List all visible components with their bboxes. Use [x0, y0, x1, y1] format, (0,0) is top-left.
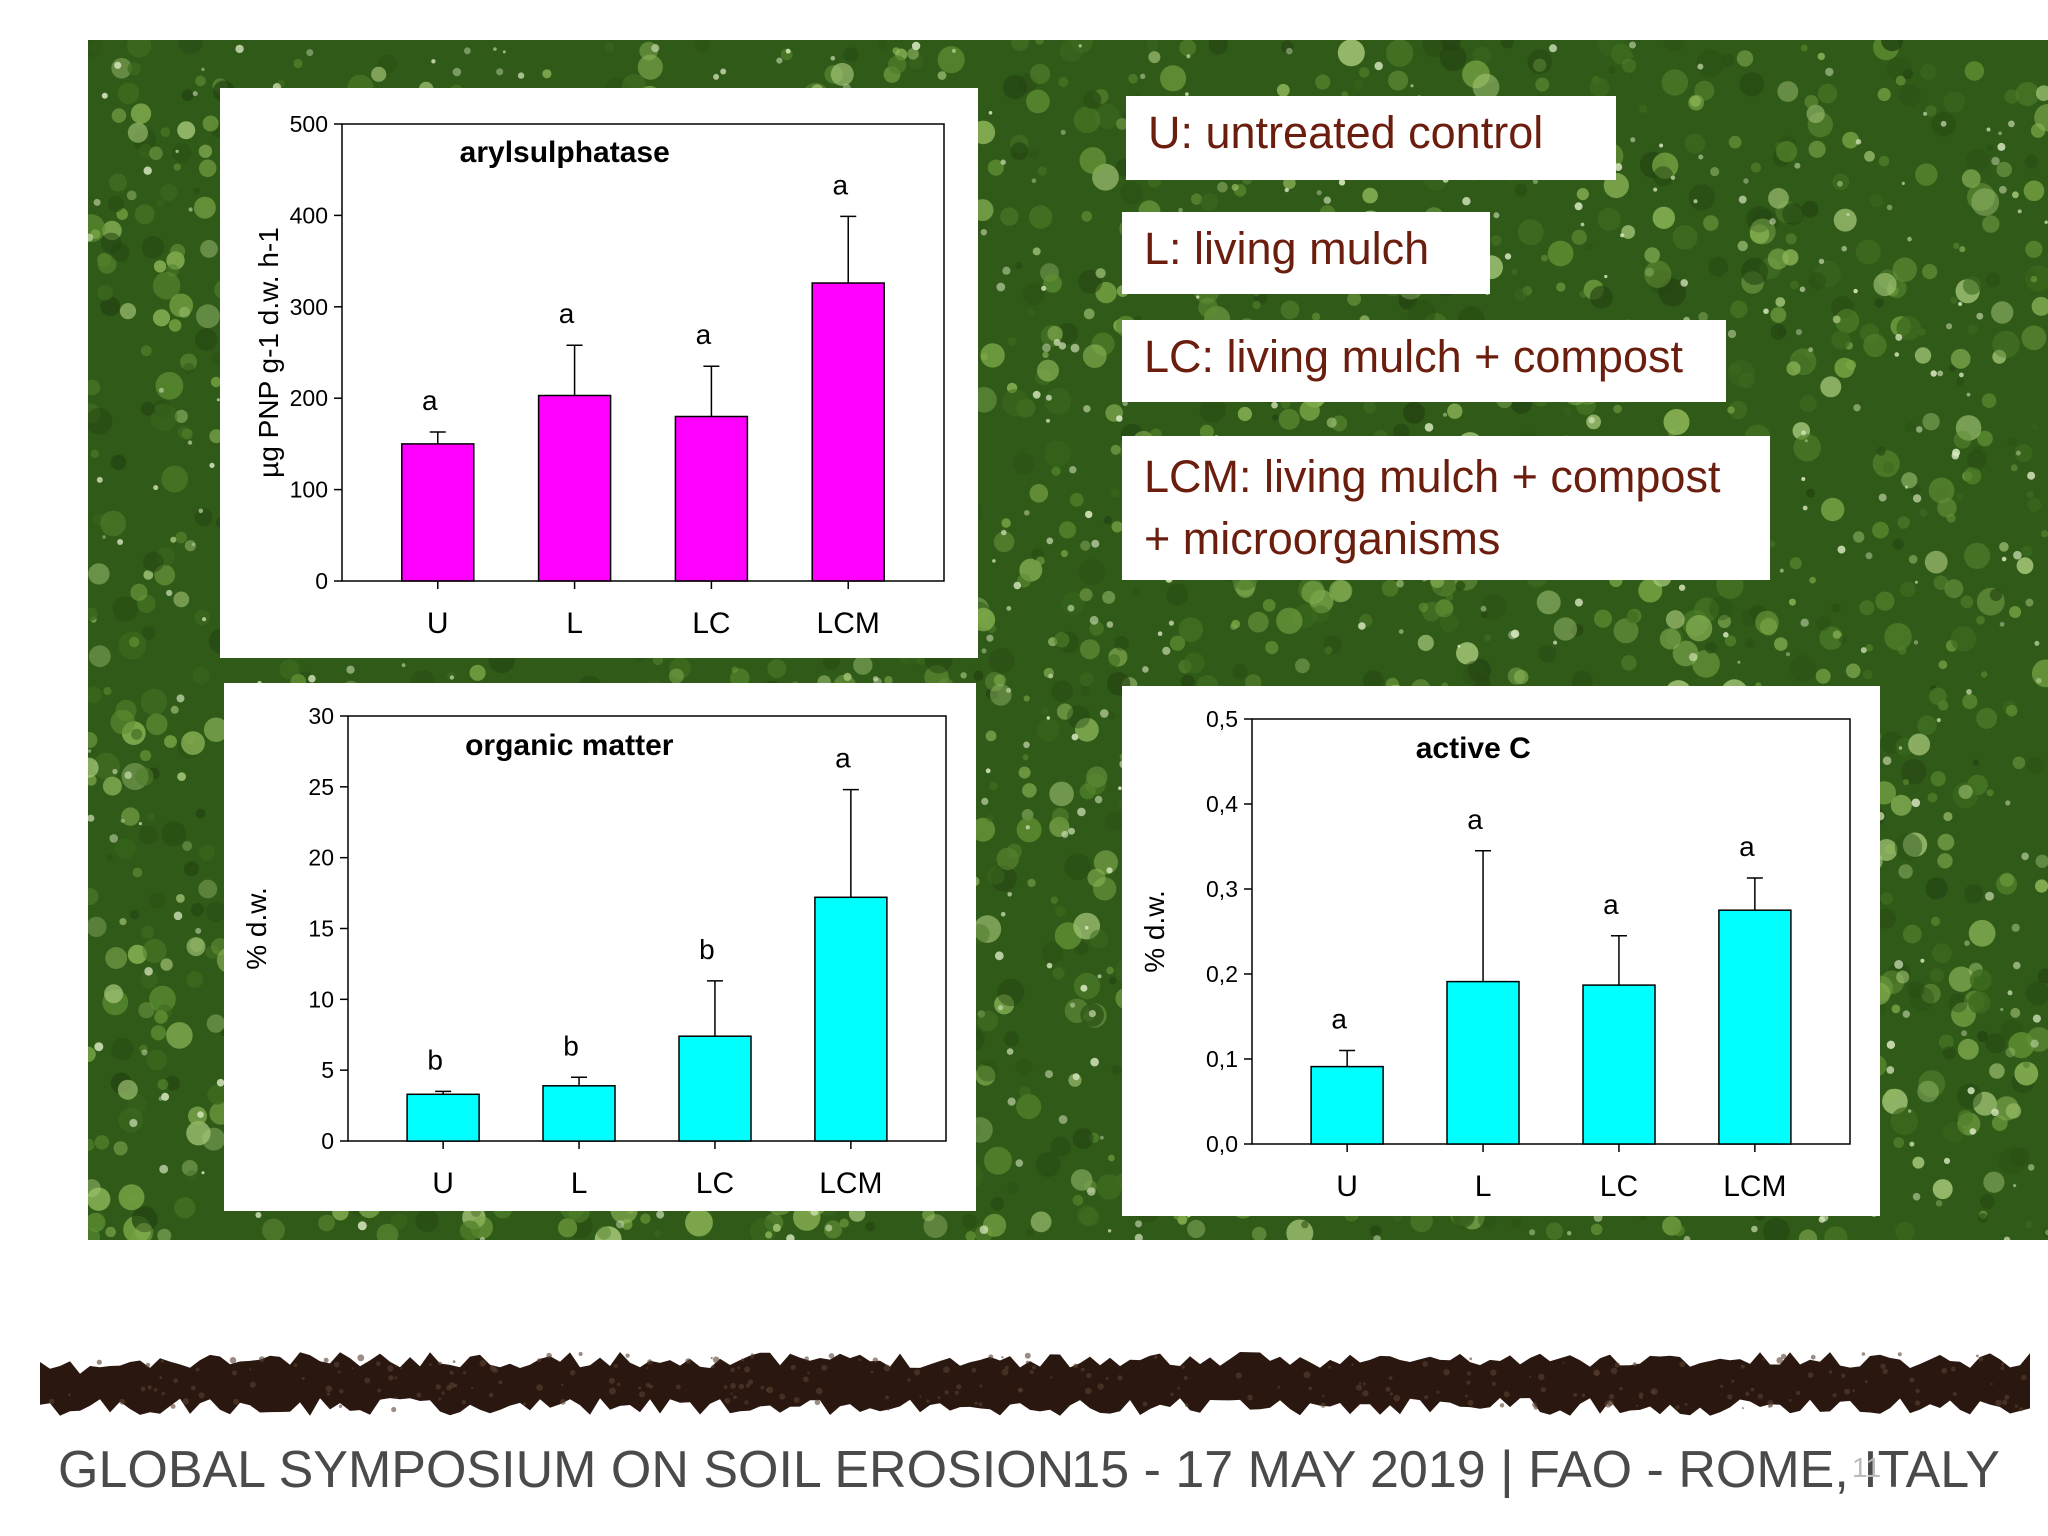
y-tick-label: 0,3 — [1206, 876, 1238, 902]
y-tick-label: 0,1 — [1206, 1046, 1238, 1072]
page-number: 11 — [1852, 1452, 1882, 1483]
y-tick-label: 30 — [308, 703, 334, 729]
bar-LCM — [1718, 909, 1792, 1145]
y-tick-label: 0,2 — [1206, 961, 1238, 987]
arylsulphatase-chart: 0 100 200 300 400 500 arylsulphatase µg PNP g-1… — [253, 111, 945, 640]
legend-lcm-line1: LCM: living mulch + compost — [1144, 451, 1721, 502]
category-label: U — [432, 1167, 454, 1200]
category-label: LCM — [819, 1167, 882, 1200]
bar-LCM — [811, 282, 885, 582]
category-label: U — [1336, 1170, 1358, 1203]
y-tick-label: 5 — [321, 1057, 334, 1083]
legend-u: U: untreated control — [1126, 96, 1616, 180]
y-axis-label: µg PNP g-1 d.w. h-1 — [253, 227, 284, 478]
bar-U — [406, 1093, 480, 1142]
y-tick-label: 500 — [290, 111, 328, 137]
soil-strip-graphic — [40, 1351, 2030, 1416]
legend-lc-text: LC: living mulch + compost — [1144, 331, 1683, 382]
category-label: U — [427, 607, 449, 640]
legend-lc: LC: living mulch + compost — [1122, 320, 1726, 402]
y-tick-label: 0 — [321, 1128, 334, 1154]
bar-LC — [1582, 984, 1656, 1145]
legend-l: L: living mulch — [1122, 212, 1490, 294]
y-tick-label: 0,5 — [1206, 706, 1238, 732]
significance-label: b — [563, 1030, 579, 1061]
legend-lcm: LCM: living mulch + compost + microorgan… — [1122, 436, 1770, 580]
y-tick-label: 300 — [290, 294, 328, 320]
bar-LCM — [814, 896, 888, 1142]
y-axis-label: % d.w. — [1139, 890, 1170, 972]
y-tick-label: 25 — [308, 774, 334, 800]
significance-label: a — [559, 298, 575, 329]
y-tick-label: 0 — [315, 568, 328, 594]
organic-matter-chart: 0 5 10 15 20 25 30 organic matter % d.w. b Ub Lb LC a… — [241, 703, 947, 1200]
y-tick-label: 100 — [290, 477, 328, 503]
significance-label: a — [1739, 831, 1755, 862]
significance-label: a — [835, 743, 851, 774]
chart-title: arylsulphatase — [460, 136, 670, 169]
bar-L — [1446, 980, 1520, 1145]
category-label: L — [1475, 1170, 1492, 1203]
soil-strip-banner — [40, 1340, 2030, 1422]
category-label: LC — [692, 607, 730, 640]
bar-L — [537, 394, 612, 582]
bar-LC — [674, 415, 749, 582]
y-tick-label: 0,4 — [1206, 791, 1238, 817]
legend-l-text: L: living mulch — [1144, 223, 1430, 274]
chart-title: organic matter — [465, 729, 674, 762]
bar-U — [401, 443, 475, 582]
significance-label: a — [1331, 1004, 1347, 1035]
plot-frame — [341, 123, 945, 582]
significance-label: a — [832, 169, 848, 200]
significance-label: a — [422, 385, 438, 416]
category-label: L — [566, 607, 583, 640]
significance-label: b — [699, 934, 715, 965]
significance-label: a — [1467, 804, 1483, 835]
chart-title: active C — [1416, 732, 1531, 765]
bar-U — [1310, 1065, 1384, 1145]
category-label: LCM — [1723, 1170, 1786, 1203]
y-axis-label: % d.w. — [241, 887, 272, 969]
plot-frame — [1251, 718, 1851, 1145]
y-tick-label: 200 — [290, 385, 328, 411]
significance-label: a — [696, 319, 712, 350]
y-tick-label: 0,0 — [1206, 1131, 1238, 1157]
category-label: L — [571, 1167, 588, 1200]
y-tick-label: 10 — [308, 986, 334, 1012]
symposium-title: GLOBAL SYMPOSIUM ON SOIL EROSION — [58, 1441, 1075, 1499]
active-c-chart: 0,0 0,1 0,2 0,3 0,4 0,5 active C % d.w. a Ua La LC a… — [1139, 706, 1851, 1203]
y-tick-label: 20 — [308, 845, 334, 871]
y-tick-label: 400 — [290, 202, 328, 228]
legend-lcm-line2: + microorganisms — [1144, 513, 1501, 564]
category-label: LC — [1600, 1170, 1638, 1203]
chart-panel-arylsulphatase: 0 100 200 300 400 500 arylsulphatase µg PNP g-1… — [220, 88, 978, 658]
significance-label: b — [427, 1044, 443, 1075]
legend-u-text: U: untreated control — [1148, 107, 1544, 158]
symposium-date-location: 15 - 17 MAY 2019 | FAO - ROME, ITALY — [1071, 1441, 2000, 1499]
bar-L — [542, 1085, 616, 1142]
y-tick-label: 15 — [308, 916, 334, 942]
category-label: LCM — [817, 607, 880, 640]
bar-LC — [678, 1035, 752, 1142]
significance-label: a — [1603, 889, 1619, 920]
category-label: LC — [696, 1167, 734, 1200]
